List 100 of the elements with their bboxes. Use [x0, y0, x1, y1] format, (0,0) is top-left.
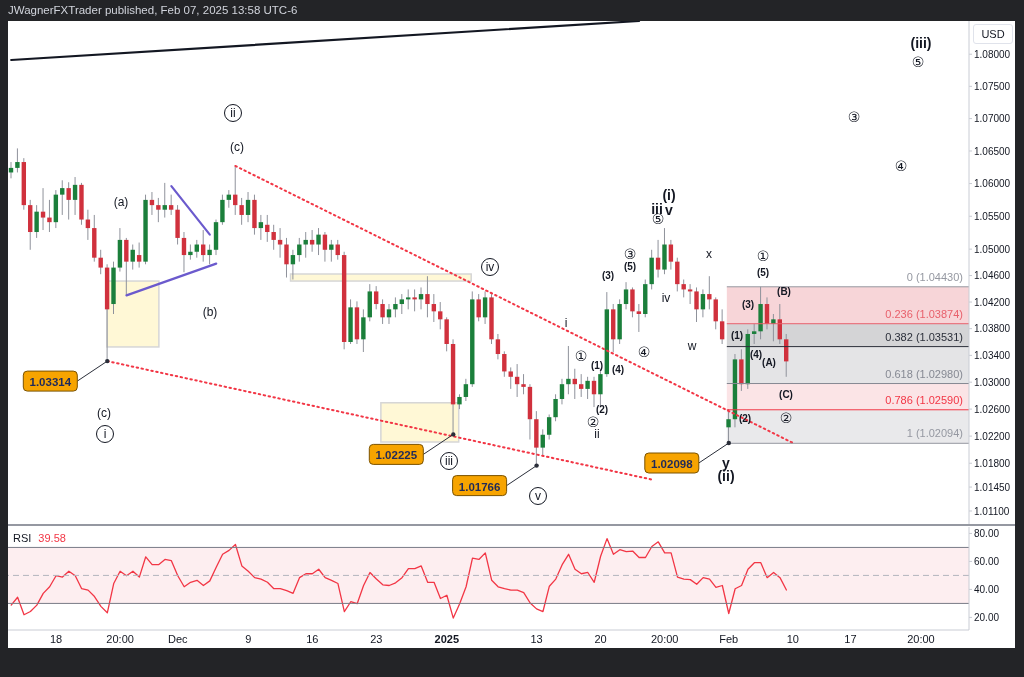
candlestick	[277, 227, 283, 259]
candlestick	[34, 204, 39, 239]
y-tick-label: 1.06500	[974, 145, 1011, 157]
annotation: ④	[637, 344, 651, 360]
candlestick	[393, 296, 398, 318]
x-tick-label: 20	[594, 633, 607, 645]
annotation: ①	[574, 348, 588, 364]
ref-line-label: 0 (1.04430)	[906, 270, 963, 283]
annotation: (2)	[738, 412, 752, 424]
annotation: (A)	[762, 356, 776, 368]
y-tick-label: 1.01100	[974, 505, 1010, 517]
candlestick	[380, 298, 385, 325]
candlestick	[438, 301, 443, 330]
candlestick	[245, 191, 251, 223]
annotation: iv	[485, 260, 495, 274]
annotation: (b)	[202, 305, 218, 319]
annotation: ①	[756, 248, 770, 264]
y-tick-label: 1.06000	[974, 178, 1011, 190]
candlestick	[700, 288, 706, 318]
candlestick	[162, 182, 167, 219]
candlestick	[72, 176, 78, 216]
y-tick-label: 1.05000	[974, 243, 1011, 255]
annotation: ii	[230, 106, 236, 120]
x-tick-label: 23	[370, 633, 383, 645]
annotation: (4)	[611, 363, 625, 375]
candlestick	[425, 275, 430, 318]
candlestick	[322, 231, 328, 263]
ref-line-label: 0.382 (1.03531)	[885, 330, 963, 343]
candlestick	[713, 296, 718, 330]
candlestick	[98, 249, 103, 275]
candlestick	[284, 237, 289, 279]
annotation: (B)	[777, 285, 791, 297]
x-tick-label: 13	[530, 633, 543, 645]
annotation: i	[103, 427, 107, 441]
candlestick	[694, 286, 699, 323]
annotation: y	[722, 455, 731, 471]
candlestick	[207, 244, 212, 265]
x-tick-label: 18	[49, 633, 63, 645]
candlestick	[136, 242, 142, 269]
annotation: (4)	[749, 348, 763, 360]
y-tick-label: 1.02200	[974, 430, 1011, 442]
y-tick-label: 60.00	[974, 555, 1000, 567]
annotation: x	[706, 247, 712, 261]
candlestick	[559, 378, 565, 405]
y-tick-label: 1.04200	[974, 296, 1011, 308]
candlestick	[40, 187, 46, 231]
y-tick-label: 20.00	[974, 611, 1000, 623]
annotation: iv	[661, 291, 671, 305]
y-tick-label: 1.07500	[974, 80, 1011, 92]
x-tick-label: Dec	[168, 633, 189, 645]
annotation: w	[686, 339, 697, 353]
y-axis-title: USD	[973, 24, 1013, 44]
candlestick	[156, 197, 161, 223]
candlestick	[502, 350, 507, 378]
candlestick	[329, 239, 334, 263]
candlestick	[546, 413, 552, 440]
x-tick-label: 20:00	[907, 633, 935, 645]
candlestick	[751, 323, 757, 345]
candlestick	[60, 179, 65, 216]
annotation: (5)	[756, 266, 770, 278]
annotation: i	[564, 316, 568, 330]
x-tick-label: 17	[844, 633, 857, 645]
annotation: ②	[779, 410, 793, 426]
y-tick-label: 1.04600	[974, 270, 1011, 282]
annotation: (i)	[662, 187, 676, 203]
annotation: v	[535, 489, 541, 503]
annotation: (1)	[590, 359, 604, 371]
annotation: (c)	[97, 406, 111, 420]
candlestick	[303, 231, 308, 259]
candlestick	[707, 275, 712, 310]
candlestick	[181, 231, 187, 273]
candlestick	[239, 197, 244, 226]
ref-line-label: 0.618 (1.02980)	[885, 367, 963, 380]
candlestick	[220, 194, 225, 226]
candlestick	[271, 224, 276, 251]
candlestick	[719, 308, 725, 345]
candlestick	[47, 199, 52, 233]
y-tick-label: 1.07000	[974, 113, 1011, 125]
candlestick	[412, 288, 417, 312]
annotation: (3)	[741, 298, 755, 310]
y-tick-label: 1.08000	[974, 48, 1011, 60]
candlestick	[771, 313, 776, 342]
y-tick-label: 80.00	[974, 527, 1000, 539]
annotation: (a)	[113, 195, 129, 209]
annotation: (2)	[595, 403, 609, 415]
candlestick	[482, 290, 488, 325]
candlestick	[15, 147, 20, 173]
annotation: iii	[445, 454, 453, 468]
annotation: ii	[594, 427, 600, 441]
chart-title: RSI	[13, 532, 32, 544]
annotation: (C)	[779, 388, 793, 400]
annotation: ②	[586, 414, 600, 430]
candlestick	[386, 303, 392, 325]
candlestick	[309, 229, 315, 253]
candlestick	[630, 286, 635, 318]
x-tick-label: 16	[306, 633, 319, 645]
candlestick	[636, 303, 642, 333]
ref-line-label: 0.236 (1.03874)	[885, 307, 963, 320]
candlestick	[508, 366, 513, 390]
ref-line-label: 1 (1.02094)	[906, 427, 963, 440]
